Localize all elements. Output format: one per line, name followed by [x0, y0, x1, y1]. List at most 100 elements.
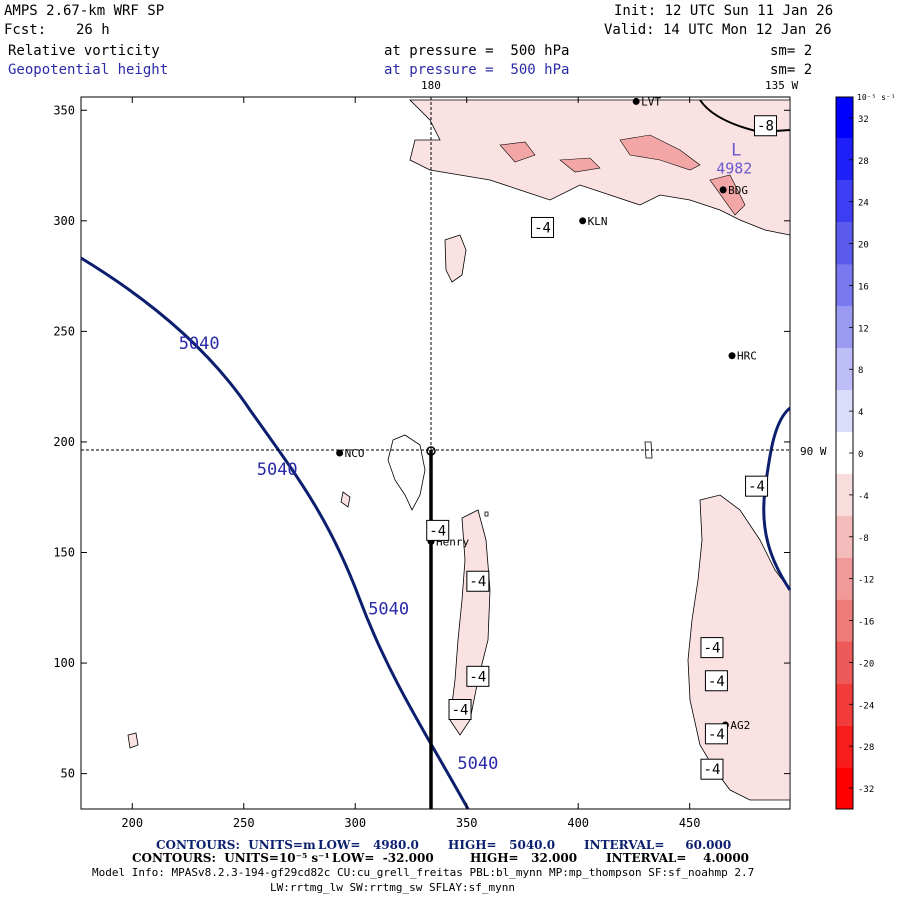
vorticity-label-box	[531, 216, 555, 238]
colorbar-tick-label: -24	[858, 701, 874, 711]
colorbar-tick-label: 28	[858, 157, 869, 167]
valid-time: Valid: 14 UTC Mon 12 Jan 26	[604, 22, 832, 38]
footer-height-high: HIGH= 5040.0	[448, 838, 556, 852]
x-tick-label: 200	[121, 816, 143, 830]
colorbar-swatch	[836, 725, 853, 768]
colorbar-swatch	[836, 599, 853, 642]
footer-height-interval: INTERVAL= 60.000	[584, 838, 732, 852]
colorbar-tick-label: -12	[858, 576, 874, 586]
footer-model-info-2: LW:rrtmg_lw SW:rrtmg_sw SFLAY:sf_mynn	[270, 881, 516, 894]
colorbar-tick-label: 12	[858, 324, 869, 334]
colorbar-tick-label: -32	[858, 785, 874, 795]
colorbar-tick-label: 8	[858, 366, 863, 376]
colorbar-swatch	[836, 138, 853, 181]
colorbar-tick-label: 20	[858, 241, 869, 251]
footer-height-low: LOW= 4980.0	[318, 838, 419, 852]
colorbar-swatch	[836, 390, 853, 433]
outline-small-1	[644, 441, 653, 459]
station-marker	[632, 97, 640, 105]
footer-vort-high: HIGH= 32.000	[470, 851, 578, 865]
shading-small-w	[127, 732, 139, 749]
footer-vort-interval: INTERVAL= 4.0000	[606, 851, 750, 865]
station-label: LVT	[641, 95, 661, 108]
colorbar-tick-label: 16	[858, 282, 869, 292]
colorbar-tick-label: 0	[858, 450, 863, 460]
station-marker	[336, 449, 344, 457]
y-tick-label: 250	[53, 324, 75, 338]
field1-name: Relative vorticity	[8, 43, 160, 59]
field1-level: at pressure = 500 hPa	[384, 43, 570, 59]
height-contour-label: 5040	[368, 599, 409, 619]
y-tick-label: 150	[53, 546, 75, 560]
height-contour-label: 5040	[257, 460, 298, 480]
y-tick-label: 350	[53, 103, 75, 117]
fcst-value: 26 h	[76, 22, 110, 38]
vorticity-label-box	[704, 723, 728, 745]
station-label: HRC	[737, 350, 757, 363]
station-marker	[579, 217, 587, 225]
init-time: Init: 12 UTC Sun 11 Jan 26	[614, 3, 834, 19]
vorticity-label: -4	[534, 220, 551, 236]
core-2	[499, 141, 536, 163]
field1-smoothing: sm= 2	[770, 43, 813, 59]
colorbar-swatch	[836, 767, 853, 809]
colorbar-tick-label: 4	[858, 408, 863, 418]
vorticity-label: -4	[469, 669, 486, 685]
footer-vort-low: LOW= -32.000	[332, 851, 434, 865]
axes-layer: 200 250 300 350 400 450 50 100 150 200 250 300 350	[53, 97, 790, 830]
vorticity-label: -8	[757, 119, 774, 135]
colorbar-tick-label: 24	[858, 199, 869, 209]
outline-small-2	[484, 511, 489, 517]
lon-label-135w: 135 W	[765, 79, 799, 92]
y-tick-label: 200	[53, 435, 75, 449]
vorticity-label-box	[753, 115, 777, 137]
colorbar-tick-label: -28	[858, 743, 874, 753]
vorticity-label: -4	[452, 702, 469, 718]
x-tick-label: 450	[679, 816, 701, 830]
shading-central-band	[449, 509, 491, 736]
field2-name: Geopotential height	[8, 62, 169, 78]
colorbar-swatch	[836, 306, 853, 349]
colorbar-swatch	[836, 432, 853, 474]
low-marker-value: 4982	[716, 160, 752, 178]
vorticity-label-box	[745, 475, 769, 497]
vorticity-label-box	[448, 698, 472, 720]
plot-frame	[80, 96, 791, 810]
field2-level: at pressure = 500 hPa	[384, 62, 570, 78]
vorticity-label-box	[700, 758, 724, 780]
height-contour-label: 5040	[179, 334, 220, 354]
footer-height-contours: CONTOURS: UNITS=m	[156, 838, 316, 852]
colorbar-swatch	[836, 473, 853, 516]
vorticity-outlines	[387, 434, 653, 517]
vorticity-label: -4	[469, 574, 486, 590]
station-label: NCO	[345, 447, 365, 460]
vorticity-label-box	[466, 665, 490, 687]
colorbar-swatch	[836, 222, 853, 265]
fcst-label: Fcst:	[4, 22, 47, 38]
field2-smoothing: sm= 2	[770, 62, 813, 78]
station-marker	[728, 352, 736, 360]
vorticity-label-box	[700, 637, 724, 659]
height-contour-5040	[80, 256, 470, 810]
core-3	[559, 157, 601, 173]
vorticity-label: -4	[708, 727, 725, 743]
model-title: AMPS 2.67-km WRF SP	[4, 3, 165, 19]
footer-model-info: Model Info: MPASv8.2.3-194-gf29cd82c CU:…	[92, 866, 755, 879]
station-label: AG2	[730, 719, 750, 732]
vorticity-label: -4	[704, 641, 721, 657]
colorbar-swatch	[836, 97, 853, 139]
colorbar-tick-label: -16	[858, 618, 874, 628]
lon-label-180: 180	[421, 79, 441, 92]
footer-vort-contours: CONTOURS: UNITS=10⁻⁵ s⁻¹	[132, 851, 330, 865]
core-1	[619, 134, 701, 171]
colorbar-tick-label: -20	[858, 659, 874, 669]
station-label: BDG	[728, 184, 748, 197]
colorbar-tick-label: 32	[858, 115, 869, 125]
vorticity-label: -4	[704, 762, 721, 778]
vorticity-label: -4	[748, 479, 765, 495]
station-marker	[719, 186, 727, 194]
x-tick-label: 400	[567, 816, 589, 830]
x-tick-label: 250	[233, 816, 255, 830]
colorbar-swatch	[836, 264, 853, 307]
